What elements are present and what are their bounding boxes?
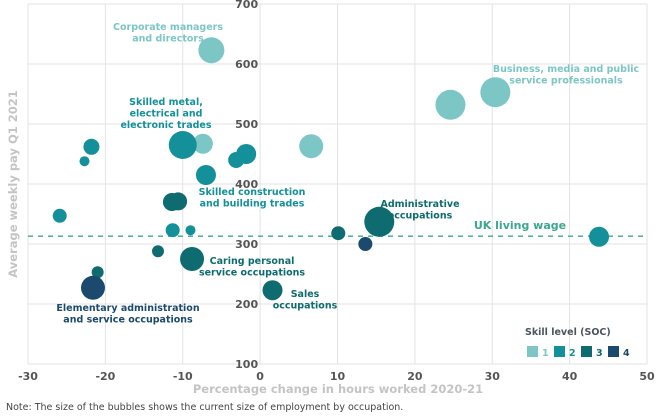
annotation-line: and building trades bbox=[200, 199, 305, 210]
bubble bbox=[83, 138, 100, 155]
bubble-chart: 100 200 300 400 500 600 700 -30 -20 -10 0 10 20 30 40… bbox=[6, 0, 655, 396]
y-tick-label: 700 bbox=[235, 0, 258, 11]
bubble bbox=[180, 247, 205, 271]
annotation-line: electrical and bbox=[130, 109, 203, 120]
annotation-line: service occupations bbox=[199, 268, 305, 279]
legend: Skill level (SOC) 1 2 3 4 bbox=[525, 327, 630, 359]
annotation-label: Business, media and public service profes… bbox=[493, 64, 639, 87]
annotation-line: Elementary administration bbox=[56, 303, 199, 314]
x-tick-label: 10 bbox=[330, 370, 346, 383]
annotation-line: Caring personal bbox=[210, 256, 295, 267]
bubbles bbox=[52, 37, 610, 301]
bubble bbox=[168, 131, 197, 159]
x-axis-title: Percentage change in hours worked 2020-2… bbox=[193, 382, 483, 396]
annotation-label: Elementary administration and service occ… bbox=[56, 303, 199, 326]
annotations: Corporate managers and directors Business,… bbox=[56, 22, 639, 326]
legend-swatch bbox=[554, 346, 565, 357]
legend-swatch bbox=[608, 346, 619, 357]
annotation-label: Caring personal service occupations bbox=[199, 256, 305, 279]
annotation-line: and service occupations bbox=[63, 315, 193, 326]
bubble bbox=[435, 89, 466, 120]
legend-label: 1 bbox=[542, 348, 549, 359]
y-axis-title: Average weekly pay Q1 2021 bbox=[6, 90, 20, 278]
bubble bbox=[192, 133, 213, 154]
bubble bbox=[364, 206, 395, 237]
y-tick-label: 500 bbox=[235, 118, 258, 131]
x-tick-label: 40 bbox=[562, 370, 578, 383]
bubble bbox=[185, 225, 196, 236]
legend-swatch bbox=[581, 346, 592, 357]
bubble bbox=[589, 226, 610, 247]
bubble bbox=[480, 77, 511, 108]
y-tick-label: 400 bbox=[235, 178, 258, 191]
bubble bbox=[262, 280, 283, 301]
bubble bbox=[195, 165, 216, 185]
bubble bbox=[331, 226, 346, 241]
y-tick-label: 600 bbox=[235, 58, 258, 71]
bubble bbox=[79, 156, 90, 167]
x-tick-label: -20 bbox=[95, 370, 115, 383]
x-tick-label: 0 bbox=[256, 370, 264, 383]
bubble bbox=[358, 237, 373, 251]
annotation-label: Administrative occupations bbox=[380, 199, 459, 222]
bubble bbox=[169, 192, 188, 211]
x-tick-label: 20 bbox=[407, 370, 423, 383]
x-tick-label: 50 bbox=[639, 370, 655, 383]
y-tick-label: 300 bbox=[235, 238, 258, 251]
bubble bbox=[91, 266, 104, 279]
annotation-line: Skilled metal, bbox=[129, 97, 203, 108]
y-tick-label: 200 bbox=[235, 298, 258, 311]
annotation-label: Sales occupations bbox=[273, 289, 338, 312]
annotation-line: service professionals bbox=[509, 76, 623, 87]
annotation-line: occupations bbox=[388, 211, 453, 222]
grid bbox=[27, 3, 648, 365]
annotation-line: Skilled construction bbox=[199, 187, 306, 198]
legend-label: 3 bbox=[596, 348, 603, 359]
x-tick-label: 30 bbox=[485, 370, 501, 383]
bubble bbox=[80, 275, 105, 300]
annotation-line: Business, media and public bbox=[493, 64, 639, 75]
annotation-label: Skilled metal, electrical and electronic t… bbox=[120, 97, 211, 131]
annotation-line: and directors bbox=[132, 34, 204, 45]
annotation-label: Skilled construction and building trades bbox=[199, 187, 306, 210]
living-wage-label: UK living wage bbox=[474, 219, 566, 232]
bubble bbox=[198, 37, 225, 64]
bubble bbox=[52, 208, 67, 223]
annotation-line: Administrative bbox=[380, 199, 459, 210]
annotation-line: occupations bbox=[273, 301, 338, 312]
legend-label: 4 bbox=[623, 348, 630, 359]
bubble bbox=[236, 144, 257, 164]
annotation-line: Corporate managers bbox=[113, 22, 223, 33]
bubble bbox=[299, 134, 324, 159]
legend-label: 2 bbox=[569, 348, 576, 359]
y-tick-labels: 100 200 300 400 500 600 700 bbox=[235, 0, 258, 371]
x-tick-labels: -30 -20 -10 0 10 20 30 40 50 bbox=[18, 370, 655, 383]
x-tick-label: -10 bbox=[173, 370, 193, 383]
living-wage-line: UK living wage bbox=[28, 219, 647, 237]
annotation-line: electronic trades bbox=[120, 120, 211, 131]
annotation-label: Corporate managers and directors bbox=[113, 22, 223, 45]
annotation-line: Sales bbox=[291, 289, 320, 300]
legend-swatch bbox=[527, 346, 538, 357]
x-tick-label: -30 bbox=[18, 370, 38, 383]
chart-note: Note: The size of the bubbles shows the … bbox=[6, 402, 404, 413]
bubble bbox=[151, 245, 164, 258]
legend-title: Skill level (SOC) bbox=[525, 327, 611, 338]
y-tick-label: 100 bbox=[235, 358, 258, 371]
bubble bbox=[165, 223, 180, 238]
